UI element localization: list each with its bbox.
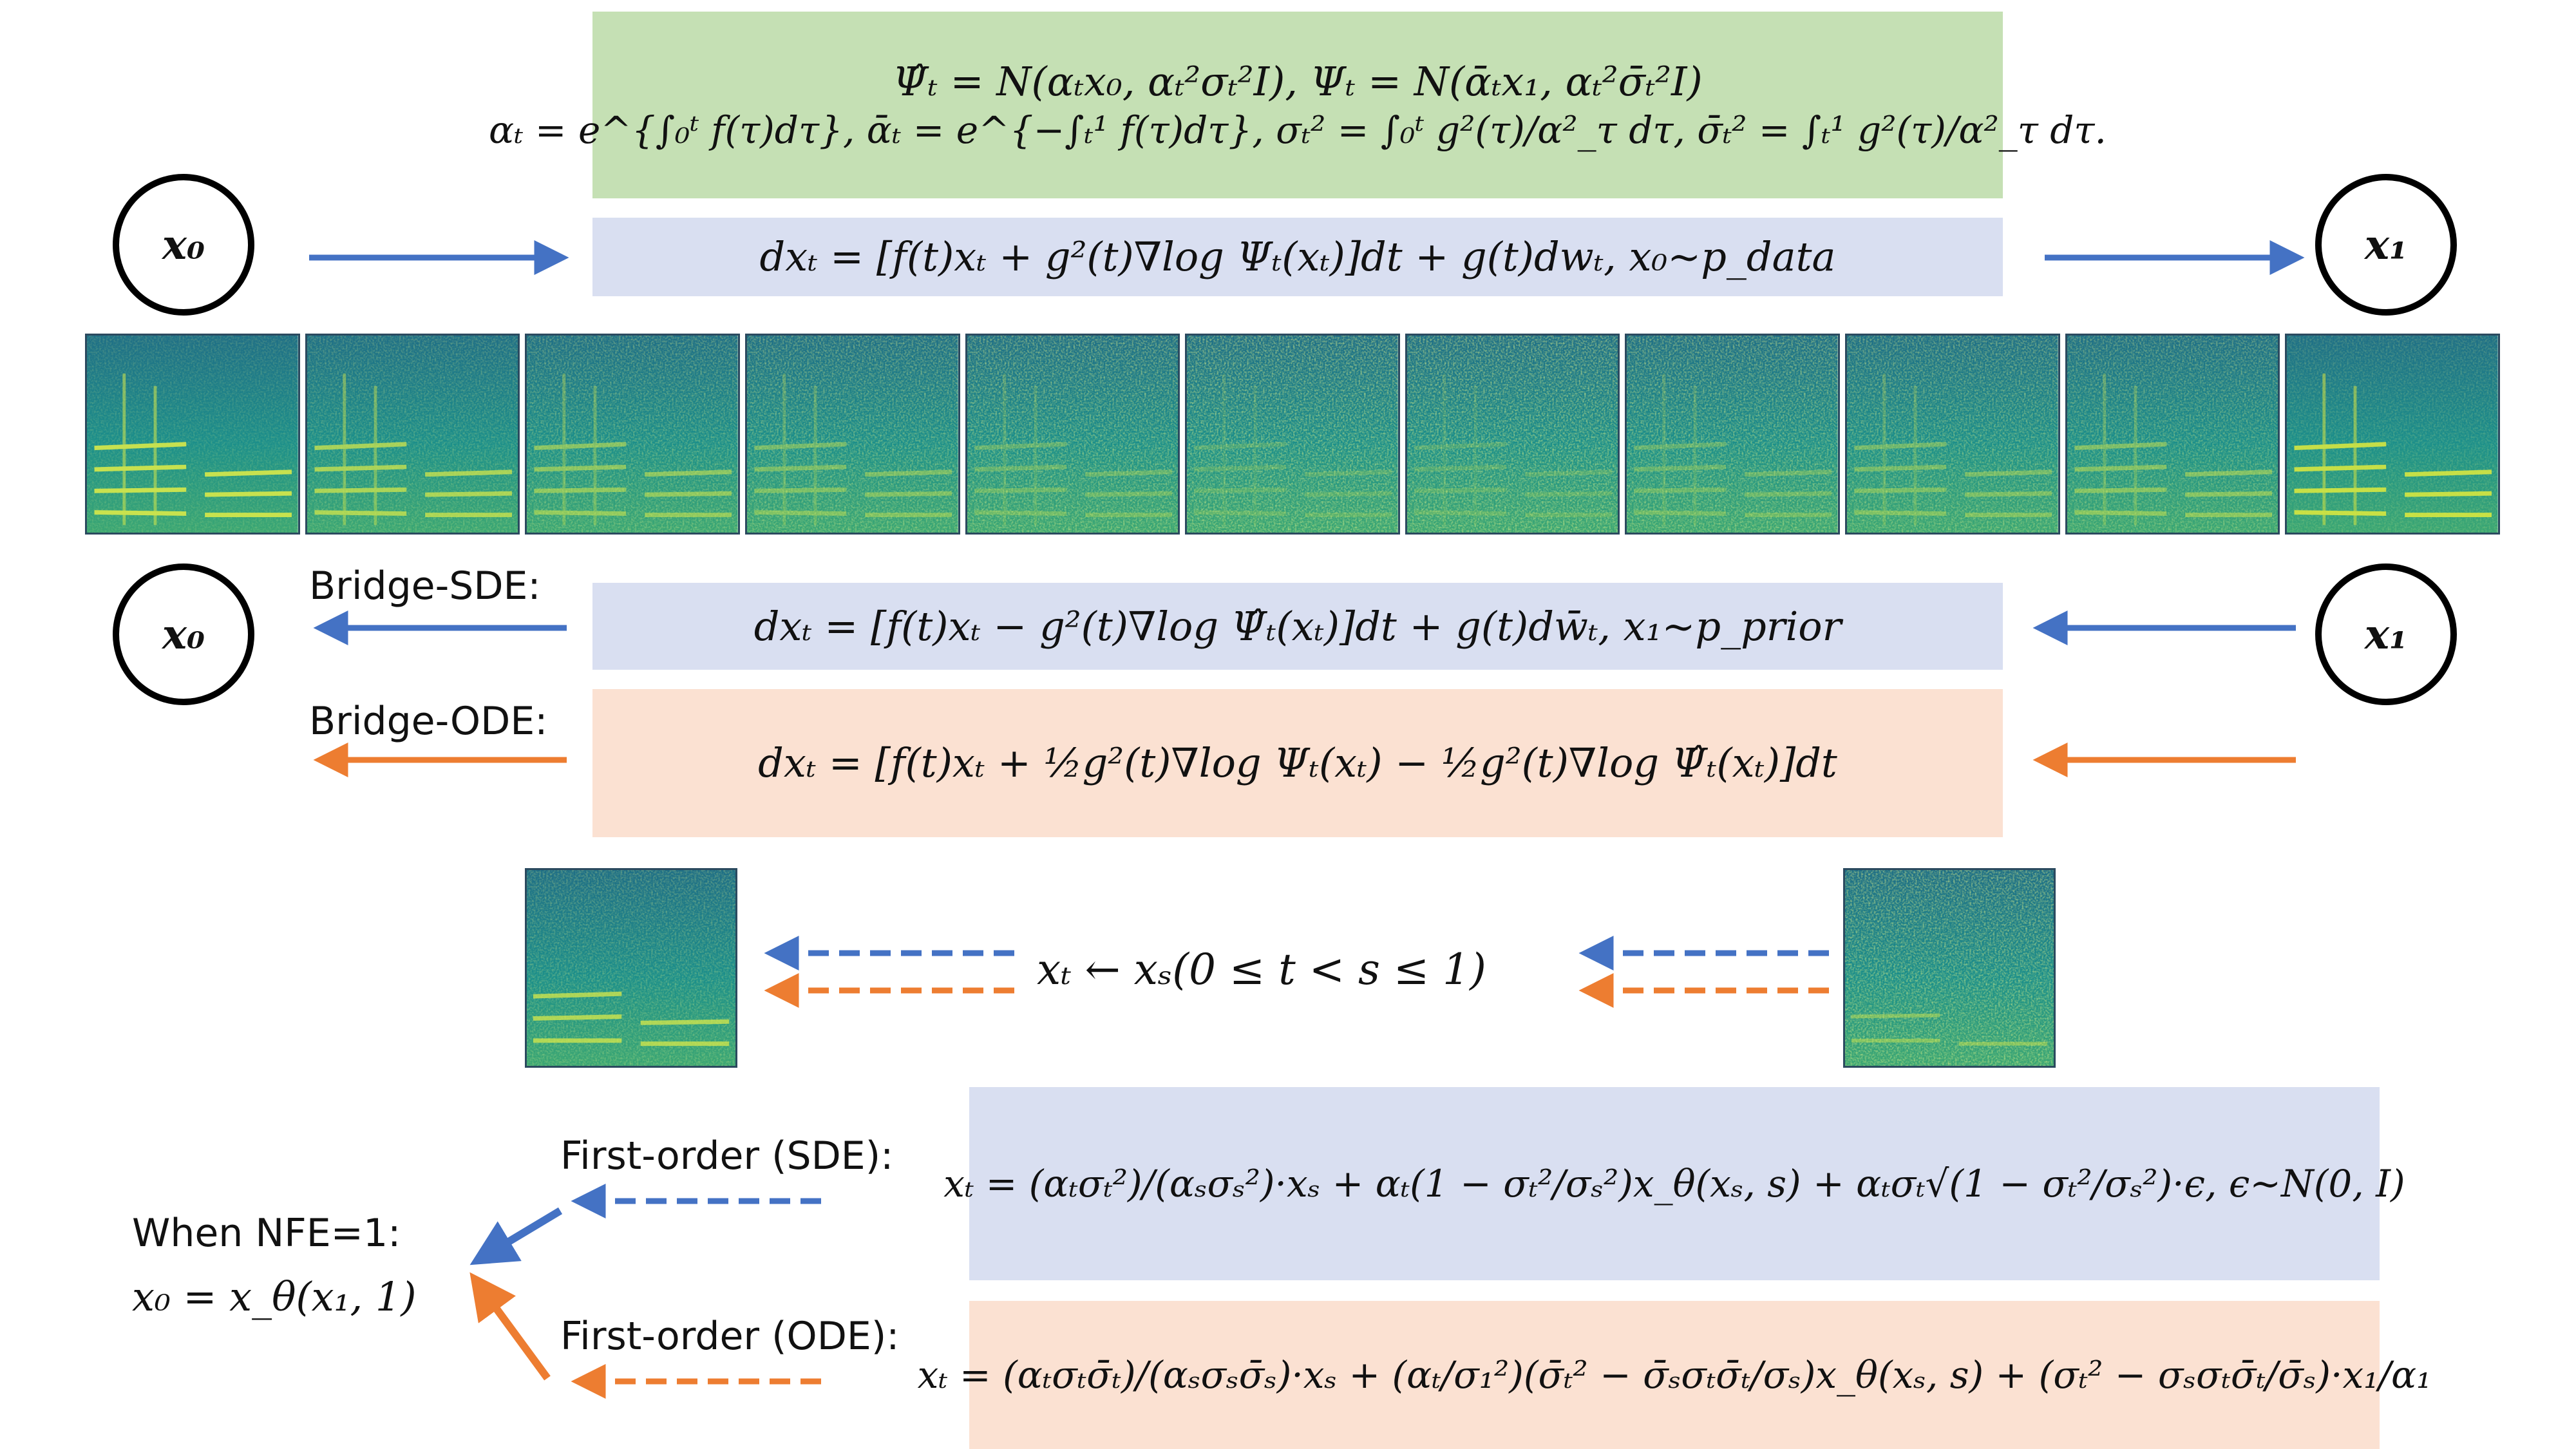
marginals-line-1: Ψ̂ₜ = N(αₜx₀, αₜ²σₜ²I), Ψₜ = N(ᾱₜx₁, αₜ²… [893,58,1703,105]
bridge-sde-box: dxₜ = [f(t)xₜ − g²(t)∇log Ψ̂ₜ(xₜ)]dt + g… [592,583,2003,670]
first-order-sde-equation: xₜ = (αₜσₜ²)/(αₛσₛ²)·xₛ + αₜ(1 − σₜ²/σₛ²… [943,1161,2405,1206]
first-order-sde-box: xₜ = (αₜσₜ²)/(αₛσₛ²)·xₛ + αₜ(1 − σₜ²/σₛ²… [943,1087,2405,1280]
marginals-line-2: αₜ = e^{∫₀ᵗ f(τ)dτ}, ᾱₜ = e^{−∫ₜ¹ f(τ)dτ… [489,108,2107,152]
step-rule: xₜ ← xₛ(0 ≤ t < s ≤ 1) [1037,945,1486,994]
spectrogram-panel [85,334,300,535]
forward-sde-equation: dxₜ = [f(t)xₜ + g²(t)∇log Ψₜ(xₜ)]dt + g(… [759,233,1836,281]
spectrogram-panel [2285,334,2500,535]
marginals-box: Ψ̂ₜ = N(αₜx₀, αₜ²σₜ²I), Ψₜ = N(ᾱₜx₁, αₜ²… [489,12,2107,198]
spectrogram-panel [1185,334,1400,535]
spectrogram-panel [2065,334,2280,535]
bridge-sde-equation: dxₜ = [f(t)xₜ − g²(t)∇log Ψ̂ₜ(xₜ)]dt + g… [753,602,1842,650]
x0-node-top: x₀ [113,174,254,316]
x1-label: x₁ [2364,220,2408,269]
forward-sde-box: dxₜ = [f(t)xₜ + g²(t)∇log Ψₜ(xₜ)]dt + g(… [592,218,2003,296]
first-order-ode-label: First-order (ODE): [560,1314,900,1359]
nfe-ode-arrow [469,1272,551,1381]
x0-label: x₀ [162,220,205,269]
bridge-ode-equation: dxₜ = [f(t)xₜ + ½g²(t)∇log Ψₜ(xₜ) − ½g²(… [758,739,1837,787]
first-order-sde-label: First-order (SDE): [560,1133,894,1179]
first-order-ode-box: xₜ = (αₜσₜσ̄ₜ)/(αₛσₛσ̄ₛ)·xₛ + (αₜ/σ₁²)(σ… [918,1301,2431,1449]
spectrogram-panel [744,334,960,535]
x1-node-top: x₁ [2315,174,2457,316]
spectrogram-xs [1843,868,2056,1068]
spectrogram-panel [1845,334,2060,535]
bridge-ode-label: Bridge-ODE: [309,699,548,744]
nfe-sde-arrow [469,1207,563,1265]
nfe-equation: x₀ = x_θ(x₁, 1) [132,1273,417,1320]
bridge-sde-label: Bridge-SDE: [309,564,541,609]
spectrogram-panel [525,334,740,535]
first-order-ode-equation: xₜ = (αₜσₜσ̄ₜ)/(αₛσₛσ̄ₛ)·xₛ + (αₜ/σ₁²)(σ… [917,1352,2432,1397]
spectrogram-panel [1625,334,1841,535]
spectrogram-panel [965,334,1180,535]
x1-label: x₁ [2364,610,2408,659]
spectrogram-panel [1405,334,1620,535]
bridge-ode-box: dxₜ = [f(t)xₜ + ½g²(t)∇log Ψₜ(xₜ) − ½g²(… [592,689,2003,837]
x0-label: x₀ [162,610,205,659]
nfe-label: When NFE=1: [132,1211,401,1256]
x1-node-bottom: x₁ [2315,564,2457,705]
spectrogram-xt [525,868,737,1068]
x0-node-bottom: x₀ [113,564,254,705]
spectrogram-panel [305,334,520,535]
